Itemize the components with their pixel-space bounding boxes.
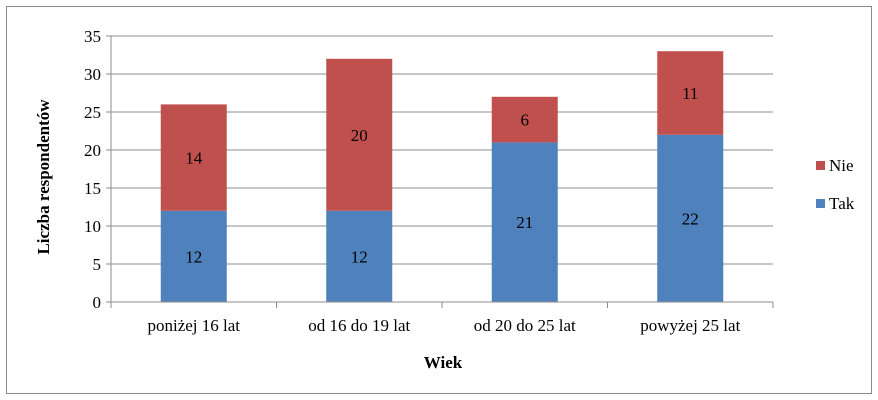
axes-layer [106, 35, 774, 308]
data-label: 21 [516, 213, 533, 232]
x-axis-title: Wiek [424, 353, 463, 372]
stacked-bar-chart: 0 5 10 15 20 25 30 35 12 14 poniżej 16 lat 12 20 od 1… [34, 27, 855, 372]
bar-segment-tak [657, 134, 724, 302]
bar-segment-tak [160, 210, 227, 302]
y-tick-label: 5 [93, 255, 102, 274]
bar-segment-nie [160, 104, 227, 211]
chart-frame: 0 5 10 15 20 25 30 35 12 14 poniżej 16 lat 12 20 od 1… [6, 6, 872, 394]
legend: Nie Tak [816, 156, 855, 213]
data-label: 20 [351, 126, 368, 145]
data-label: 22 [682, 209, 699, 228]
bar-segment-tak [326, 210, 393, 302]
y-tick-label: 30 [84, 65, 101, 84]
x-tick-label: od 16 do 19 lat [308, 316, 410, 335]
y-axis-title: Liczba respondentów [34, 99, 53, 255]
y-tick-label: 15 [84, 179, 101, 198]
y-tick-label: 10 [84, 217, 101, 236]
x-tick-label: powyżej 25 lat [640, 316, 740, 335]
bar-segment-tak [491, 142, 558, 302]
x-tick-label: poniżej 16 lat [147, 316, 240, 335]
bars-layer [160, 51, 724, 302]
y-tick-label: 35 [84, 27, 101, 46]
legend-swatch-tak [816, 199, 825, 208]
bar-segment-nie [326, 58, 393, 211]
bar-segment-nie [491, 96, 558, 143]
legend-label-tak: Tak [829, 194, 855, 213]
legend-swatch-nie [816, 161, 825, 170]
data-label: 12 [351, 247, 368, 266]
bar-segment-nie [657, 51, 724, 135]
labels-layer: 0 5 10 15 20 25 30 35 12 14 poniżej 16 lat 12 20 od 1… [84, 27, 741, 335]
y-tick-label: 20 [84, 141, 101, 160]
data-label: 12 [185, 247, 202, 266]
y-tick-label: 0 [93, 293, 102, 312]
data-label: 11 [682, 84, 698, 103]
legend-label-nie: Nie [829, 156, 854, 175]
y-tick-label: 25 [84, 103, 101, 122]
data-label: 6 [521, 111, 530, 130]
x-tick-label: od 20 do 25 lat [474, 316, 576, 335]
data-label: 14 [185, 149, 203, 168]
